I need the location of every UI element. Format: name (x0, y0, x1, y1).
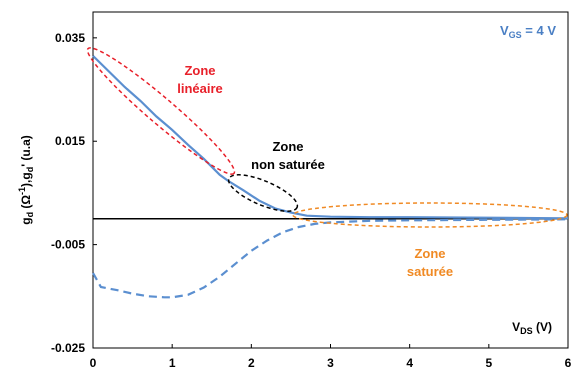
zone-saturee-label-line1: Zone (414, 246, 445, 261)
x-tick-label: 5 (485, 356, 492, 370)
zone-non-saturee-ellipse (227, 174, 299, 212)
gd-curve (92, 55, 569, 220)
x-tick-label: 2 (248, 356, 255, 370)
y-axis-title: gd (Ω-1),gd' (u.a) (17, 135, 35, 225)
zone-non-saturee-label-line2: non saturée (251, 157, 325, 172)
gd-prime-curve (92, 218, 569, 299)
ticks-layer: 0 1 2 3 4 5 6 0.035 0.015 -0.005 -0.025 (51, 31, 572, 370)
curves-layer (92, 55, 569, 299)
x-axis-title: VDS (V) (512, 320, 552, 336)
zone-saturee-ellipse (292, 202, 568, 228)
zone-saturee-label-line2: saturée (407, 264, 453, 279)
y-tick-label: -0.025 (51, 341, 85, 355)
zone-lineaire-ellipse (86, 47, 236, 175)
x-tick-label: 1 (169, 356, 176, 370)
x-tick-label: 4 (406, 356, 413, 370)
y-tick-label: -0.005 (51, 238, 85, 252)
y-tick-label: 0.015 (55, 134, 85, 148)
vgs-annotation: VGS = 4 V (500, 23, 556, 40)
zone-lineaire-label-line1: Zone (184, 63, 215, 78)
zone-non-saturee-label-line1: Zone (272, 139, 303, 154)
x-tick-label: 3 (327, 356, 334, 370)
zone-ellipses-layer (86, 47, 568, 228)
x-tick-label: 0 (90, 356, 97, 370)
x-tick-label: 6 (565, 356, 572, 370)
zone-lineaire-label-line2: linéaire (177, 81, 223, 96)
y-tick-label: 0.035 (55, 31, 85, 45)
